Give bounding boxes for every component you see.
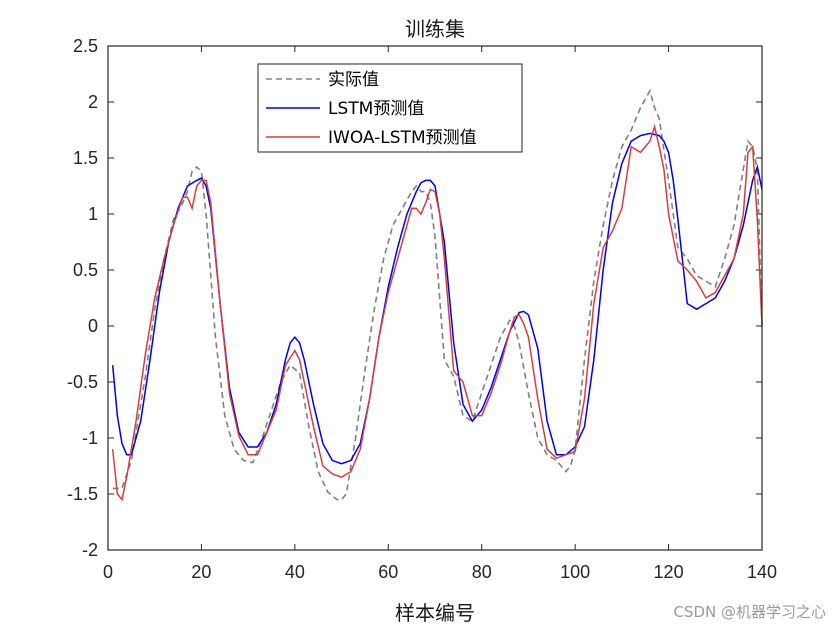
legend-label-lstm: LSTM预测值 bbox=[328, 99, 424, 119]
x-tick-label: 40 bbox=[285, 562, 305, 582]
x-tick-label: 0 bbox=[103, 562, 113, 582]
series-actual-line bbox=[112, 88, 763, 501]
legend: 实际值 LSTM预测值 IWOA-LSTM预测值 bbox=[257, 63, 523, 153]
y-tick-label: -1 bbox=[82, 428, 98, 448]
legend-label-actual: 实际值 bbox=[328, 70, 379, 90]
y-tick-labels: -2 -1.5 -1 -0.5 0 0.5 1 1.5 2 2.5 bbox=[67, 36, 98, 560]
y-tick-label: 1 bbox=[88, 204, 98, 224]
y-tick-label: 1.5 bbox=[73, 148, 98, 168]
y-tick-label: -0.5 bbox=[67, 372, 98, 392]
x-tick-label: 20 bbox=[191, 562, 211, 582]
y-tick-label: -1.5 bbox=[67, 484, 98, 504]
watermark-text: CSDN @机器学习之心 bbox=[673, 603, 826, 621]
x-tick-labels: 0 20 40 60 80 100 120 140 bbox=[103, 562, 777, 582]
x-axis-label: 样本编号 bbox=[395, 601, 475, 625]
series-lstm-line bbox=[111, 132, 763, 465]
y-tick-label: 2.5 bbox=[73, 36, 98, 56]
y-tick-label: -2 bbox=[82, 540, 98, 560]
series-layer bbox=[111, 88, 763, 502]
y-tick-label: 0 bbox=[88, 316, 98, 336]
legend-label-iwoa-lstm: IWOA-LSTM预测值 bbox=[328, 128, 477, 148]
x-tick-label: 100 bbox=[560, 562, 590, 582]
series-iwoa-lstm-line bbox=[111, 123, 763, 502]
plot-frame bbox=[107, 45, 763, 551]
x-tick-label: 120 bbox=[654, 562, 684, 582]
x-tick-label: 140 bbox=[747, 562, 777, 582]
y-tick-label: 0.5 bbox=[73, 260, 98, 280]
y-tick-label: 2 bbox=[88, 92, 98, 112]
chart-title: 训练集 bbox=[405, 17, 465, 41]
x-tick-label: 60 bbox=[378, 562, 398, 582]
x-tick-label: 80 bbox=[472, 562, 492, 582]
